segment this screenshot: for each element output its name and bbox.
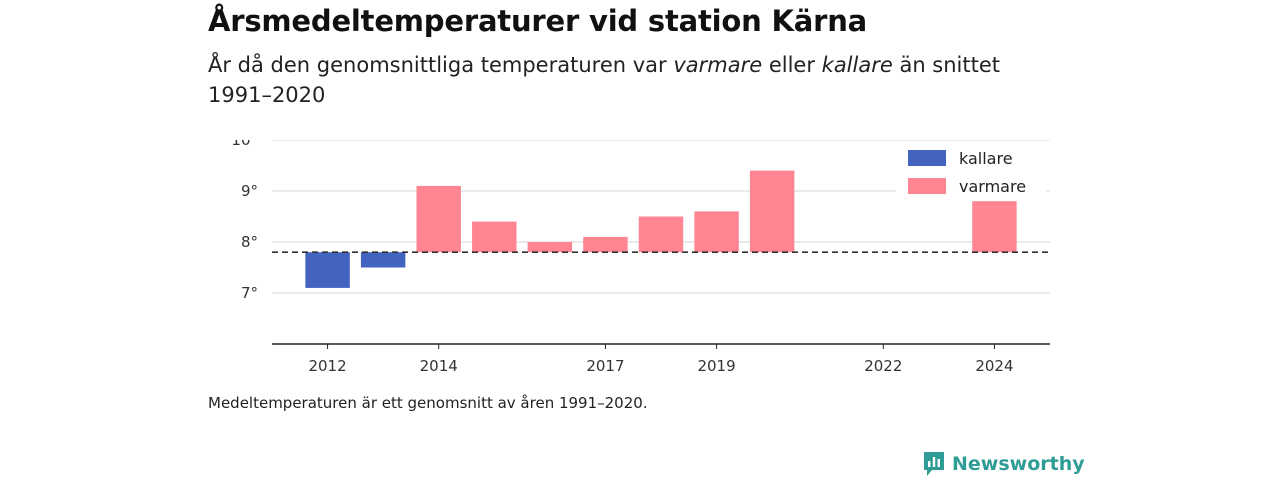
chart-card: Årsmedeltemperaturer vid station Kärna Å… bbox=[208, 0, 1088, 480]
legend-label-varmare: varmare bbox=[959, 177, 1026, 196]
bar-2019 bbox=[694, 211, 739, 253]
y-tick-label: 8° bbox=[241, 233, 258, 251]
subtitle-text-3: än snittet 1991–2020 bbox=[208, 53, 1001, 107]
x-tick-label: 2022 bbox=[864, 357, 902, 375]
subtitle-warm: varmare bbox=[673, 53, 763, 77]
bar-2018 bbox=[638, 216, 684, 253]
bar-2020 bbox=[749, 170, 795, 253]
chart-title: Årsmedeltemperaturer vid station Kärna bbox=[208, 4, 868, 38]
legend-label-kallare: kallare bbox=[959, 149, 1013, 168]
x-tick-label: 2019 bbox=[697, 357, 735, 375]
bar-2013 bbox=[360, 252, 406, 268]
bar-2016 bbox=[527, 242, 573, 253]
x-tick-label: 2014 bbox=[420, 357, 458, 375]
bar-2015 bbox=[472, 221, 517, 253]
legend-swatch-kallare bbox=[908, 150, 946, 166]
x-tick-label: 2017 bbox=[586, 357, 624, 375]
bar-2024 bbox=[972, 201, 1017, 253]
brand-name: Newsworthy bbox=[952, 453, 1085, 475]
chart-subtitle: År då den genomsnittliga temperaturen va… bbox=[208, 50, 1028, 110]
newsworthy-logo-icon bbox=[924, 452, 944, 476]
subtitle-text-1: År då den genomsnittliga temperaturen va… bbox=[208, 53, 674, 77]
legend-swatch-varmare bbox=[908, 178, 946, 194]
bar-2017 bbox=[583, 236, 628, 253]
x-tick-label: 2012 bbox=[308, 357, 346, 375]
bar-chart: 7° 8° 9° 10° 2012 2014 2017 2019 2022 2024 kallare… bbox=[231, 140, 1050, 375]
bar-2014 bbox=[416, 185, 461, 253]
y-tick-label: 7° bbox=[241, 284, 258, 302]
y-tick-label: 10° bbox=[231, 140, 258, 149]
y-tick-label: 9° bbox=[241, 182, 258, 200]
bar-2012 bbox=[305, 252, 350, 288]
subtitle-text-2: eller bbox=[762, 53, 822, 77]
footnote: Medeltemperaturen är ett genomsnitt av å… bbox=[208, 394, 648, 412]
brand-logo: Newsworthy bbox=[922, 450, 1085, 478]
x-tick-label: 2024 bbox=[975, 357, 1013, 375]
subtitle-cold: kallare bbox=[821, 53, 893, 77]
